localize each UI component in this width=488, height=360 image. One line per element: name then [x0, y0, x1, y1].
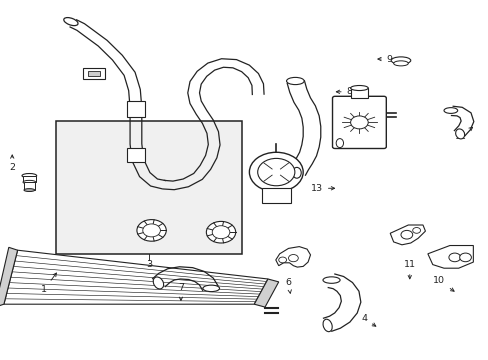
Ellipse shape [443, 108, 457, 113]
Ellipse shape [455, 129, 464, 139]
Polygon shape [4, 250, 267, 304]
Ellipse shape [336, 139, 343, 148]
Ellipse shape [23, 180, 36, 184]
Text: 10: 10 [432, 276, 453, 291]
Ellipse shape [350, 85, 367, 90]
Circle shape [459, 253, 470, 262]
Polygon shape [0, 247, 18, 307]
Ellipse shape [22, 174, 37, 178]
Circle shape [412, 228, 420, 233]
Circle shape [212, 226, 229, 239]
Ellipse shape [203, 285, 219, 292]
Text: 13: 13 [310, 184, 334, 193]
Ellipse shape [390, 57, 410, 64]
Bar [127, 148, 144, 162]
Bar [23, 176, 36, 182]
Circle shape [448, 253, 460, 262]
Circle shape [288, 255, 298, 262]
Bar [83, 68, 104, 79]
Circle shape [206, 221, 235, 243]
Bar [350, 88, 367, 98]
Circle shape [142, 224, 160, 237]
Ellipse shape [286, 77, 304, 85]
Text: 2: 2 [9, 155, 15, 172]
Text: 11: 11 [403, 260, 415, 279]
Circle shape [278, 257, 286, 263]
Text: 8: 8 [336, 87, 352, 96]
Circle shape [257, 158, 294, 186]
Ellipse shape [292, 167, 301, 178]
Circle shape [350, 116, 367, 129]
Bar [24, 182, 35, 190]
Text: 4: 4 [361, 314, 375, 326]
Text: 6: 6 [285, 278, 291, 293]
Circle shape [249, 152, 303, 192]
Polygon shape [427, 246, 472, 268]
Text: 9: 9 [377, 55, 392, 63]
Polygon shape [254, 279, 278, 307]
Text: 1: 1 [41, 273, 56, 294]
Ellipse shape [323, 319, 331, 332]
Text: 12: 12 [454, 127, 471, 141]
Ellipse shape [24, 189, 35, 192]
Polygon shape [389, 225, 425, 245]
Bar [261, 188, 290, 203]
Ellipse shape [63, 18, 78, 26]
Circle shape [137, 220, 166, 241]
FancyBboxPatch shape [332, 96, 386, 148]
Polygon shape [275, 247, 310, 267]
Circle shape [400, 230, 412, 239]
Text: 3: 3 [146, 260, 152, 269]
Ellipse shape [393, 61, 407, 66]
Text: 7: 7 [178, 284, 183, 300]
Bar [127, 101, 144, 117]
Ellipse shape [322, 277, 340, 283]
Bar [56, 121, 242, 254]
Bar [88, 71, 100, 76]
Ellipse shape [153, 277, 163, 289]
Text: 5: 5 [274, 153, 282, 168]
